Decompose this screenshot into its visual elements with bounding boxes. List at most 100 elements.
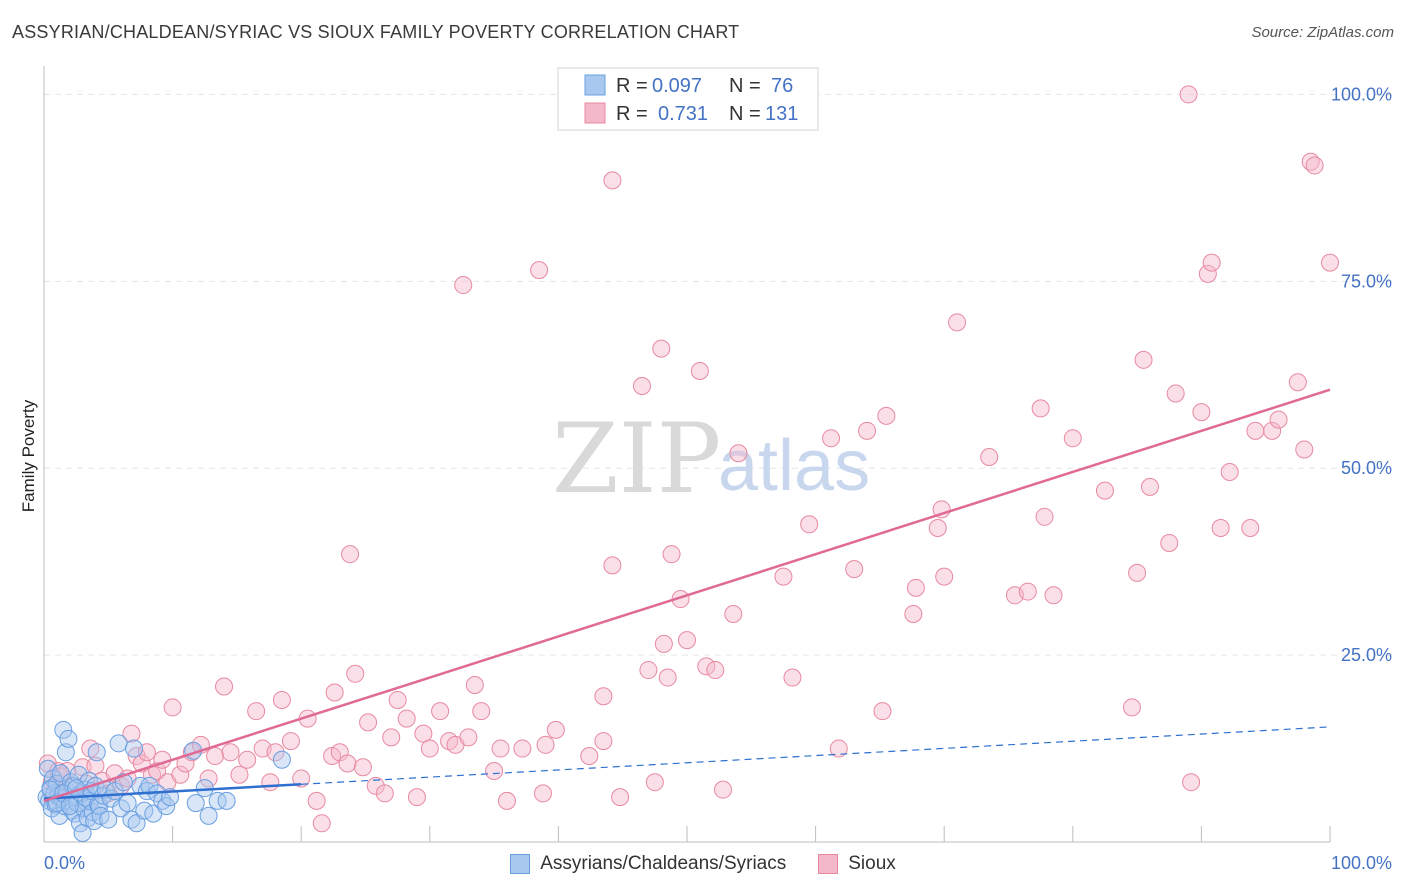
y-tick-label-75: 75.0% (1341, 271, 1392, 291)
sioux-point (266, 743, 285, 762)
assyrian-trend-line (43, 783, 302, 800)
assyrian-point (217, 791, 236, 810)
watermark-atlas: atlas (718, 426, 870, 506)
source-label: Source: ZipAtlas.com (1251, 24, 1394, 41)
sioux-point (325, 683, 344, 702)
sioux-point (359, 713, 378, 732)
assyrian-point (56, 743, 75, 762)
assyrian-point (140, 776, 159, 795)
stats-legend-swatch-pink (584, 102, 606, 124)
legend-item-assyrian: Assyrians/Chaldeans/Syriacs (510, 852, 786, 876)
sioux-point (1269, 410, 1288, 429)
sioux-point (536, 735, 555, 754)
sioux-point (594, 687, 613, 706)
sioux-point (906, 578, 925, 597)
y-axis-title: Family Poverty (19, 399, 38, 512)
tick-labels: 25.0% 50.0% 75.0% 100.0% 0.0% 100.0% (44, 84, 1392, 873)
sioux-point (454, 276, 473, 295)
sioux-point (1122, 698, 1141, 717)
watermark-zip: ZIP (552, 403, 721, 515)
y-tick-label-100: 100.0% (1331, 84, 1392, 104)
sioux-point (546, 720, 565, 739)
assyrian-point (109, 734, 128, 753)
sioux-point (1179, 85, 1198, 104)
sioux-point (948, 313, 967, 332)
stats-legend: R = 0.097 N = 76 R = 0.731 N = 131 (557, 67, 819, 131)
sioux-point (281, 732, 300, 751)
sioux-point (230, 765, 249, 784)
sioux-point (485, 761, 504, 780)
assyrian-point (157, 797, 176, 816)
sioux-point (632, 376, 651, 395)
sioux-point (1035, 507, 1054, 526)
sioux-point (1095, 481, 1114, 500)
sioux-point (497, 791, 516, 810)
grid-lines (44, 93, 1392, 656)
assyrian-point (60, 797, 79, 816)
sioux-point (774, 567, 793, 586)
assyrian-trend-extension (301, 726, 1331, 785)
sioux-point (366, 776, 385, 795)
assyrian-point (54, 720, 73, 739)
sioux-point (206, 747, 225, 766)
sioux-point (611, 788, 630, 807)
sioux-point (382, 728, 401, 747)
sioux-point (341, 545, 360, 564)
legend-item-sioux: Sioux (818, 852, 896, 876)
sioux-point (654, 634, 673, 653)
sioux-point (465, 676, 484, 695)
sioux-point (1305, 156, 1324, 175)
sioux-point (1295, 440, 1314, 459)
sioux-point (690, 362, 709, 381)
sioux-point (215, 677, 234, 696)
sioux-point (1160, 533, 1179, 552)
y-tick-label-25: 25.0% (1341, 645, 1392, 665)
sioux-point (845, 560, 864, 579)
assyrian-point (69, 765, 88, 784)
sioux-point (459, 728, 478, 747)
legend-label-sioux: Sioux (848, 853, 896, 874)
sioux-point (247, 702, 266, 721)
sioux-point (783, 668, 802, 687)
sioux-point (822, 429, 841, 448)
sioux-point (1182, 773, 1201, 792)
sioux-point (904, 604, 923, 623)
sioux-point (697, 657, 716, 676)
sioux-point (1241, 519, 1260, 538)
sioux-point (724, 604, 743, 623)
sioux-point (1198, 264, 1217, 283)
sioux-point (639, 661, 658, 680)
stats-r-value-blue: 0.097 (652, 75, 702, 97)
sioux-point (858, 421, 877, 440)
assyrian-point (99, 810, 118, 829)
sioux-point (1321, 253, 1339, 272)
sioux-point (729, 444, 748, 463)
sioux-point (1134, 350, 1153, 369)
assyrian-point (272, 750, 291, 769)
sioux-point (800, 515, 819, 534)
chart-title: ASSYRIAN/CHALDEAN/SYRIAC VS SIOUX FAMILY… (12, 22, 740, 42)
sioux-point (662, 545, 681, 564)
stats-n-label-blue: N = (729, 75, 761, 97)
watermark: ZIP atlas (552, 403, 870, 515)
sioux-point (714, 780, 733, 799)
assyrian-point (199, 806, 218, 825)
sioux-point (1211, 519, 1230, 538)
assyrian-point (59, 729, 78, 748)
sioux-point (375, 784, 394, 803)
sioux-point (580, 747, 599, 766)
sioux-point (414, 724, 433, 743)
sioux-point (431, 702, 450, 721)
sioux-point (603, 171, 622, 190)
sioux-point (1192, 403, 1211, 422)
sioux-point (873, 702, 892, 721)
stats-legend-swatch-blue (584, 74, 606, 96)
sioux-point (1202, 253, 1221, 272)
assyrian-point (125, 739, 144, 758)
sioux-point (472, 702, 491, 721)
assyrian-point (87, 743, 106, 762)
sioux-point (388, 690, 407, 709)
y-tick-label-50: 50.0% (1341, 458, 1392, 478)
sioux-point (261, 773, 280, 792)
